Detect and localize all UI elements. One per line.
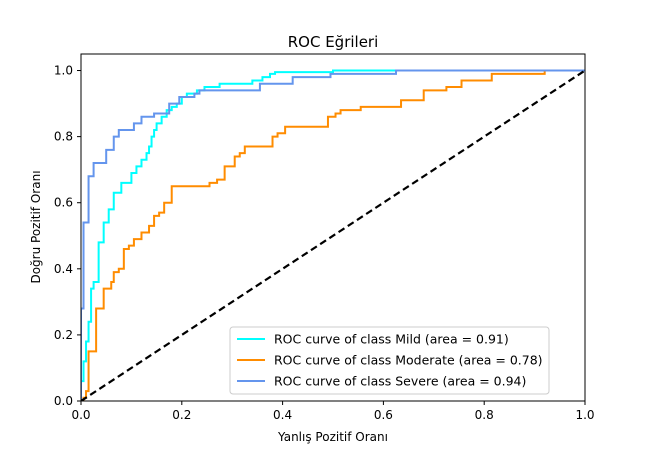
legend: ROC curve of class Mild (area = 0.91) ROC… xyxy=(229,326,550,395)
roc-series-line-0 xyxy=(81,69,585,401)
y-tick-label: 0.6 xyxy=(54,196,73,210)
roc-series-line-1 xyxy=(81,69,585,401)
legend-entry-label: ROC curve of class Mild (area = 0.91) xyxy=(274,332,509,347)
plot-area xyxy=(81,69,585,401)
x-axis-label: Yanlış Pozitif Oranı xyxy=(277,430,388,444)
x-tick-label: 0.8 xyxy=(475,408,494,422)
y-tick-label: 0.8 xyxy=(54,130,73,144)
chance-reference-line xyxy=(81,69,585,401)
x-tick-label: 1.0 xyxy=(575,408,594,422)
y-tick-label: 0.4 xyxy=(54,262,73,276)
x-tick-label: 0.6 xyxy=(374,408,393,422)
y-axis-label: Doğru Pozitif Oranı xyxy=(29,170,43,283)
x-tick-label: 0.4 xyxy=(273,408,292,422)
y-tick-label: 0.2 xyxy=(54,328,73,342)
plot-frame xyxy=(80,53,586,402)
roc-series-line-2 xyxy=(81,69,585,401)
legend-entry-label: ROC curve of class Severe (area = 0.94) xyxy=(274,374,526,389)
chart-title: ROC Eğrileri xyxy=(288,33,379,51)
axis-ticks: 0.0 0.2 0.4 0.6 0.8 1.0 0.0 0.2 0.4 0.6 0.8 1.0 xyxy=(54,64,595,422)
legend-entry-label: ROC curve of class Moderate (area = 0.78… xyxy=(274,353,543,368)
y-tick-label: 0.0 xyxy=(54,394,73,408)
x-tick-label: 0.2 xyxy=(172,408,191,422)
x-tick-label: 0.0 xyxy=(71,408,90,422)
y-tick-label: 1.0 xyxy=(54,64,73,78)
legend-box xyxy=(229,326,550,395)
